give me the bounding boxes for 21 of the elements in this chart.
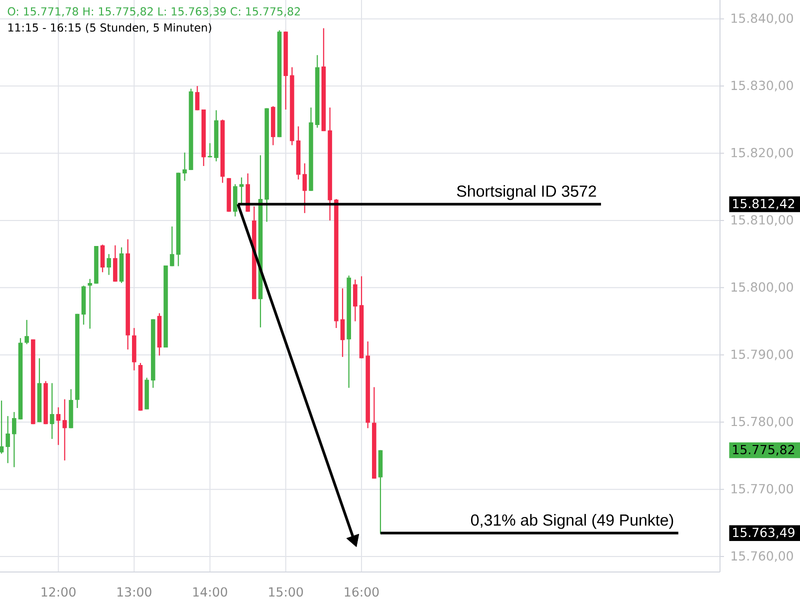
- y2-tick-label: 15.763,49: [733, 528, 794, 538]
- x-tick-label: 16:00: [344, 587, 379, 597]
- series-label: 0,31% ab Signal (49 Punkte): [471, 514, 674, 529]
- text: 11:15 - 16:15 (5 Stunden, 5 Minuten): [8, 23, 212, 34]
- x-tick-label: 12:00: [42, 587, 76, 597]
- y-tick-label: 15.790,00: [732, 350, 793, 360]
- x-tick-label: 15:00: [269, 587, 303, 597]
- x-tick-label: 13:00: [118, 587, 152, 597]
- y2-tick-label: 15.812,42: [733, 198, 794, 210]
- y-tick-label: 15.820,00: [732, 148, 793, 159]
- y-tick-label: 15.800,00: [732, 282, 793, 294]
- series-label: Shortsignal ID 3572: [457, 185, 596, 200]
- y-tick-label: 15.840,00: [732, 13, 793, 24]
- y-tick-label: 15.810,00: [732, 215, 793, 226]
- y-tick-label: 15.760,00: [732, 551, 793, 562]
- y-tick-label: 15.770,00: [732, 484, 793, 495]
- y-tick-label: 15.780,00: [732, 416, 793, 428]
- y-tick-label: 15.830,00: [732, 80, 793, 92]
- text: O: 15.771,78 H: 15.775,82 L: 15.763,39 C: 15.775,82: [8, 7, 300, 17]
- y2-tick-label: 15.775,82: [733, 444, 794, 456]
- x-tick-label: 14:00: [193, 587, 228, 597]
